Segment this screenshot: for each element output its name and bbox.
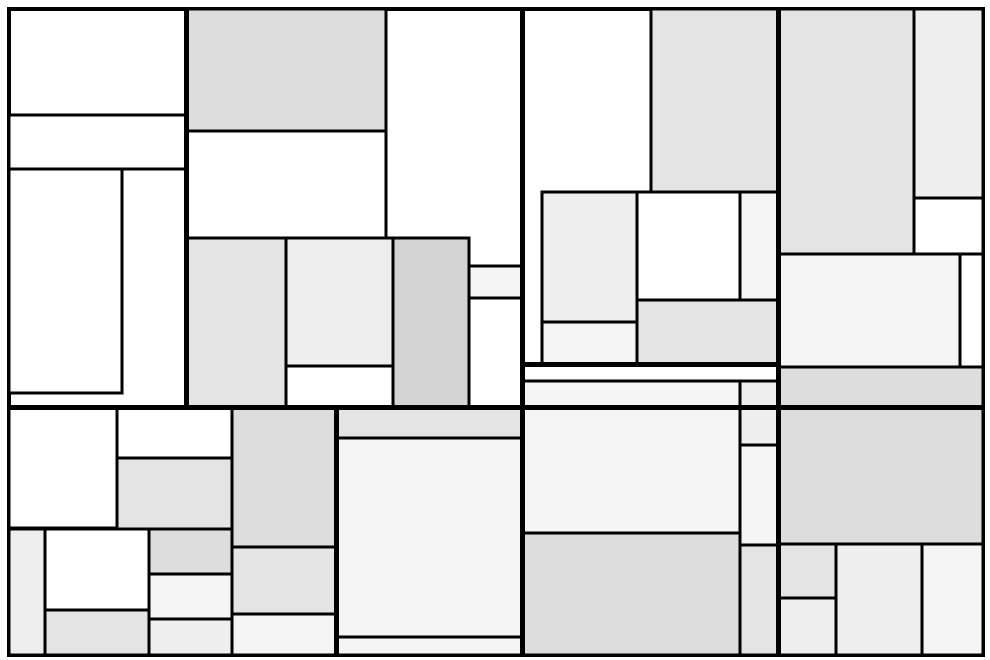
- treemap-cell: [184, 7, 189, 409]
- treemap-cell: [284, 236, 395, 368]
- treemap-cell: [184, 236, 288, 409]
- treemap-cell: [520, 7, 525, 657]
- treemap-cell: [43, 527, 151, 612]
- treemap-cell: [520, 362, 780, 367]
- treemap-cell: [834, 542, 924, 657]
- treemap-cell: [147, 572, 234, 621]
- treemap-cell: [391, 236, 471, 409]
- treemap-cell: [147, 617, 234, 657]
- treemap-cell: [776, 7, 781, 657]
- treemap-cell: [776, 596, 838, 657]
- treemap-cell: [635, 298, 780, 366]
- treemap-cell: [520, 379, 742, 535]
- treemap-cell: [230, 612, 338, 657]
- treemap-cell: [540, 190, 639, 324]
- treemap-cell: [912, 196, 985, 256]
- treemap-cell: [334, 436, 524, 639]
- treemap-cell: [7, 113, 188, 171]
- treemap-cell: [776, 7, 916, 256]
- treemap-cell: [958, 252, 985, 369]
- treemap-cell: [635, 190, 742, 302]
- treemap-cell: [7, 167, 124, 395]
- treemap-cell: [7, 405, 985, 410]
- treemap-cell: [776, 365, 985, 546]
- treemap-cell: [467, 296, 524, 409]
- treemap-cell: [540, 320, 639, 366]
- treemap-cell: [43, 608, 151, 657]
- treemap-cell: [115, 456, 234, 531]
- treemap-cell: [738, 443, 780, 547]
- treemap-cell: [230, 545, 338, 616]
- treemap-cell: [520, 531, 742, 657]
- treemap-cell: [184, 129, 388, 240]
- treemap-cell: [334, 635, 524, 657]
- treemap-cell: [738, 190, 780, 302]
- treemap-borders: [7, 7, 985, 657]
- treemap-cell: [738, 543, 780, 657]
- treemap-cell: [334, 405, 524, 440]
- treemap-cell: [7, 405, 119, 530]
- treemap-cell: [776, 252, 985, 369]
- treemap-cell: [738, 379, 780, 447]
- treemap-cell: [776, 542, 838, 600]
- treemap-cell: [649, 7, 780, 194]
- treemap-cell: [184, 7, 388, 133]
- treemap-cell: [920, 542, 985, 657]
- treemap-cell: [230, 405, 338, 549]
- treemap-cell: [147, 527, 234, 576]
- treemap-cell: [7, 527, 47, 657]
- treemap-cell: [334, 405, 339, 657]
- treemap-cell: [467, 264, 524, 300]
- treemap-cell: [912, 7, 985, 200]
